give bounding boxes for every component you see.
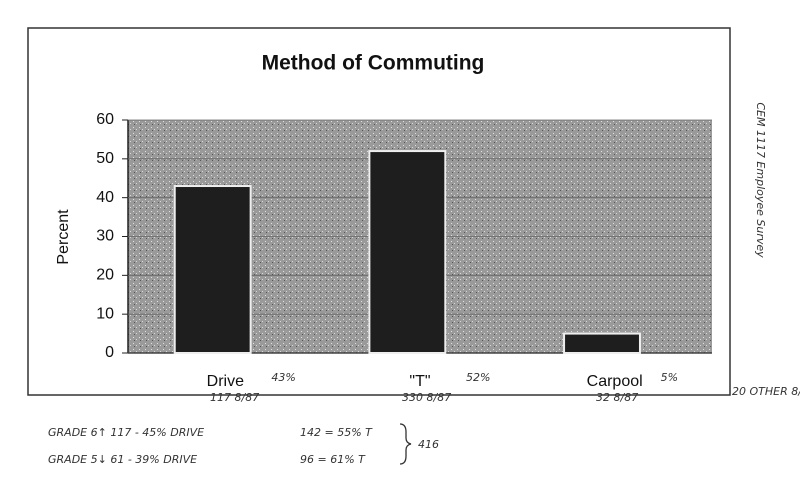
bar xyxy=(563,332,641,355)
y-tick-label: 20 xyxy=(96,267,114,284)
y-tick-label: 40 xyxy=(96,189,114,206)
y-tick-label: 50 xyxy=(96,150,114,167)
handwritten-note: GRADE 5↓ 61 - 39% DRIVE xyxy=(48,453,197,466)
handwritten-note: CEM 1117 Employee Survey xyxy=(754,102,767,258)
bar xyxy=(368,150,447,354)
value-label: 43% xyxy=(271,371,295,384)
y-tick-label: 0 xyxy=(105,344,114,361)
x-tick-label: Drive xyxy=(207,373,244,390)
x-tick-label: Carpool xyxy=(587,373,643,390)
chart-title: Method of Commuting xyxy=(262,52,485,75)
handwritten-note: 96 = 61% T xyxy=(300,453,366,466)
bar xyxy=(173,185,252,354)
y-axis-label: Percent xyxy=(55,209,72,265)
y-tick-label: 10 xyxy=(96,305,114,322)
y-tick-label: 30 xyxy=(96,228,114,245)
value-label: 5% xyxy=(661,371,678,384)
handwritten-note: 32 8/87 xyxy=(596,391,638,404)
handwritten-note: 416 xyxy=(418,438,439,451)
value-label: 52% xyxy=(466,371,490,384)
y-tick-label: 60 xyxy=(96,111,114,128)
handwritten-note: 117 8/87 xyxy=(210,391,259,404)
handwritten-note: 142 = 55% T xyxy=(300,426,373,439)
handwritten-note: 330 8/87 xyxy=(402,391,451,404)
brace xyxy=(399,423,412,465)
handwritten-note: 20 OTHER 8/87 xyxy=(732,385,800,398)
x-tick-label: "T" xyxy=(409,373,430,390)
handwritten-note: GRADE 6↑ 117 - 45% DRIVE xyxy=(48,426,204,439)
